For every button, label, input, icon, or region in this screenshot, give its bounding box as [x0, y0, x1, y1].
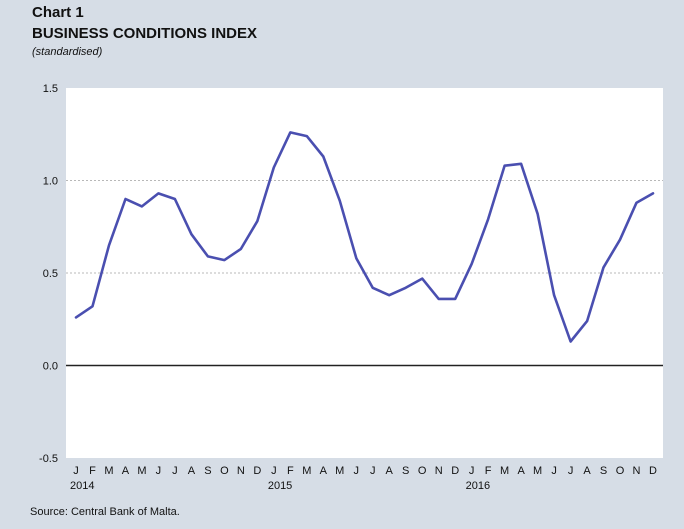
x-tick-label: A	[122, 465, 130, 477]
source-note: Source: Central Bank of Malta.	[30, 506, 180, 518]
series-line	[74, 131, 655, 343]
x-tick-label: A	[583, 465, 591, 477]
x-tick-label: J	[551, 465, 557, 477]
y-tick-label: 1.5	[43, 83, 58, 95]
x-tick-label: J	[370, 465, 376, 477]
x-tick-label: M	[137, 465, 146, 477]
x-tick-label: J	[568, 465, 574, 477]
x-tick-label: J	[271, 465, 277, 477]
x-tick-label: D	[649, 465, 657, 477]
x-tick-label: J	[73, 465, 79, 477]
x-tick-label: M	[335, 465, 344, 477]
x-tick-label: A	[386, 465, 394, 477]
x-tick-label: F	[485, 465, 492, 477]
x-tick-label: S	[402, 465, 409, 477]
x-tick-label: D	[451, 465, 459, 477]
x-tick-label: A	[517, 465, 525, 477]
series-group	[74, 131, 655, 343]
x-tick-label: M	[302, 465, 311, 477]
chart-number-label: Chart 1	[32, 4, 84, 21]
y-tick-label: 0.0	[43, 361, 58, 373]
x-tick-label: J	[156, 465, 162, 477]
x-tick-label: F	[89, 465, 96, 477]
x-tick-label: A	[188, 465, 196, 477]
x-axis-years: 2014 2015 2016	[70, 480, 490, 492]
y-tick-label: 0.5	[43, 268, 58, 280]
x-tick-label: M	[500, 465, 509, 477]
x-tick-label: O	[220, 465, 229, 477]
y-tick-label: -0.5	[39, 453, 58, 465]
y-axis-ticks: 1.5 1.0 0.5 0.0 -0.5	[39, 83, 58, 465]
x-tick-label: O	[616, 465, 625, 477]
chart-subtitle: (standardised)	[32, 46, 103, 58]
x-tick-label: J	[354, 465, 360, 477]
x-tick-label: M	[104, 465, 113, 477]
chart-header: Chart 1 BUSINESS CONDITIONS INDEX (stand…	[32, 4, 257, 59]
x-tick-label: J	[469, 465, 475, 477]
x-tick-label: D	[253, 465, 261, 477]
x-tick-label: M	[533, 465, 542, 477]
gridlines	[66, 180, 663, 367]
x-year-label: 2014	[70, 480, 94, 492]
chart-title: BUSINESS CONDITIONS INDEX	[32, 25, 258, 42]
x-tick-label: F	[287, 465, 294, 477]
x-tick-label: J	[172, 465, 178, 477]
x-tick-label: N	[237, 465, 245, 477]
x-year-label: 2015	[268, 480, 292, 492]
x-tick-label: O	[418, 465, 427, 477]
x-tick-label: S	[204, 465, 211, 477]
x-tick-label: N	[633, 465, 641, 477]
x-year-label: 2016	[466, 480, 490, 492]
y-tick-label: 1.0	[43, 176, 58, 188]
x-tick-label: N	[435, 465, 443, 477]
x-tick-label: A	[320, 465, 328, 477]
x-tick-label: S	[600, 465, 607, 477]
